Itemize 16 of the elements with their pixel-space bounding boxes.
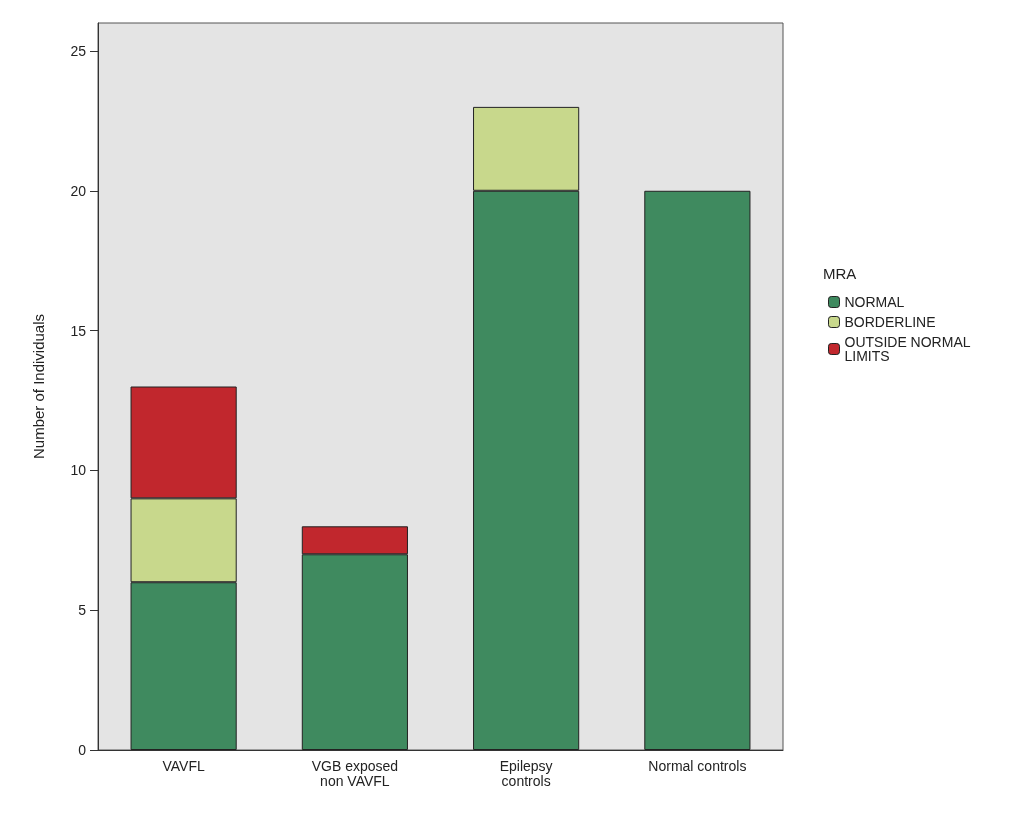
x-tick-label: Normal controls: [648, 757, 747, 774]
legend-title: MRA: [823, 265, 857, 282]
bar: [644, 190, 751, 750]
legend-label: OUTSIDE NORMAL LIMITS: [844, 334, 974, 364]
x-tick-label: VAVFL: [162, 757, 205, 774]
y-tick-label: 0: [78, 742, 87, 758]
y-tick-label: 5: [78, 602, 87, 619]
legend-label: NORMAL: [844, 294, 905, 310]
x-tick-label: Epilepsy controls: [499, 757, 553, 789]
y-axis-title: Number of Individuals: [30, 313, 47, 460]
legend-label: BORDERLINE: [844, 314, 936, 330]
y-tick-label: 10: [70, 462, 87, 479]
y-tick-label: 20: [70, 182, 87, 199]
x-tick-label: VGB exposed non VAVFL: [311, 757, 399, 789]
y-tick-label: 25: [70, 42, 87, 59]
y-tick-label: 15: [70, 322, 87, 339]
